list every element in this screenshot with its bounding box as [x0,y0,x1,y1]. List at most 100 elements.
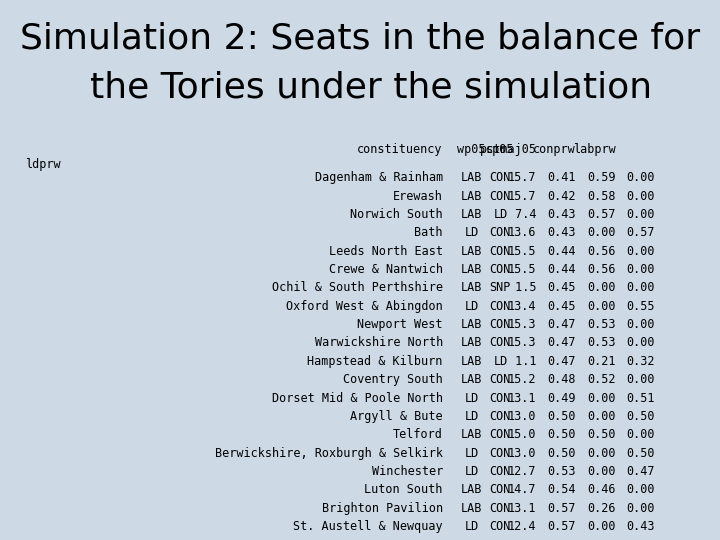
Text: 0.58: 0.58 [587,190,616,202]
Text: CON: CON [490,263,511,276]
Text: 0.50: 0.50 [626,447,655,460]
Text: 15.7: 15.7 [508,171,536,184]
Text: CON: CON [490,318,511,331]
Text: 0.00: 0.00 [587,226,616,239]
Text: 0.57: 0.57 [547,520,576,533]
Text: CON: CON [490,520,511,533]
Text: 13.1: 13.1 [508,392,536,404]
Text: CON: CON [490,190,511,202]
Text: LD: LD [493,355,508,368]
Text: ldprw: ldprw [25,158,60,171]
Text: 0.00: 0.00 [626,373,655,386]
Text: 0.00: 0.00 [587,410,616,423]
Text: LAB: LAB [461,171,482,184]
Text: 15.2: 15.2 [508,373,536,386]
Text: Oxford West & Abingdon: Oxford West & Abingdon [286,300,443,313]
Text: CON: CON [490,502,511,515]
Text: 0.00: 0.00 [626,483,655,496]
Text: 0.00: 0.00 [626,318,655,331]
Text: 7.4: 7.4 [508,208,536,221]
Text: wp05: wp05 [457,143,486,156]
Text: 0.51: 0.51 [626,392,655,404]
Text: 0.00: 0.00 [626,281,655,294]
Text: 0.53: 0.53 [587,318,616,331]
Text: LD: LD [464,300,479,313]
Text: CON: CON [490,336,511,349]
Text: LAB: LAB [461,336,482,349]
Text: 0.00: 0.00 [587,392,616,404]
Text: 0.32: 0.32 [626,355,655,368]
Text: 0.47: 0.47 [547,318,576,331]
Text: 0.46: 0.46 [587,483,616,496]
Text: Warwickshire North: Warwickshire North [315,336,443,349]
Text: Dagenham & Rainham: Dagenham & Rainham [315,171,443,184]
Text: Brighton Pavilion: Brighton Pavilion [322,502,443,515]
Text: 15.7: 15.7 [508,190,536,202]
Text: LD: LD [464,410,479,423]
Text: 1.5: 1.5 [508,281,536,294]
Text: sp05: sp05 [486,143,515,156]
Text: LAB: LAB [461,245,482,258]
Text: LAB: LAB [461,208,482,221]
Text: 15.0: 15.0 [508,428,536,441]
Text: Argyll & Bute: Argyll & Bute [350,410,443,423]
Text: 15.3: 15.3 [508,336,536,349]
Text: LD: LD [464,447,479,460]
Text: 13.6: 13.6 [508,226,536,239]
Text: Norwich South: Norwich South [350,208,443,221]
Text: 0.50: 0.50 [626,410,655,423]
Text: LD: LD [464,392,479,404]
Text: CON: CON [490,465,511,478]
Text: LAB: LAB [461,502,482,515]
Text: Hampstead & Kilburn: Hampstead & Kilburn [307,355,443,368]
Text: SNP: SNP [490,281,511,294]
Text: 0.00: 0.00 [587,465,616,478]
Text: 0.00: 0.00 [587,447,616,460]
Text: Luton South: Luton South [364,483,443,496]
Text: 13.1: 13.1 [508,502,536,515]
Text: 0.00: 0.00 [587,281,616,294]
Text: CON: CON [490,483,511,496]
Text: Simulation 2: Seats in the balance for: Simulation 2: Seats in the balance for [20,22,700,56]
Text: 13.4: 13.4 [508,300,536,313]
Text: 0.45: 0.45 [547,300,576,313]
Text: 0.57: 0.57 [626,226,655,239]
Text: Crewe & Nantwich: Crewe & Nantwich [329,263,443,276]
Text: LAB: LAB [461,318,482,331]
Text: LAB: LAB [461,263,482,276]
Text: Bath: Bath [414,226,443,239]
Text: Newport West: Newport West [357,318,443,331]
Text: 0.50: 0.50 [587,428,616,441]
Text: 0.56: 0.56 [587,245,616,258]
Text: 0.57: 0.57 [547,502,576,515]
Text: LAB: LAB [461,190,482,202]
Text: 0.47: 0.47 [547,355,576,368]
Text: 0.41: 0.41 [547,171,576,184]
Text: Winchester: Winchester [372,465,443,478]
Text: 0.00: 0.00 [626,263,655,276]
Text: 0.53: 0.53 [587,336,616,349]
Text: 0.47: 0.47 [547,336,576,349]
Text: 0.43: 0.43 [547,226,576,239]
Text: conprw: conprw [534,143,576,156]
Text: 0.00: 0.00 [587,520,616,533]
Text: LD: LD [464,520,479,533]
Text: 0.21: 0.21 [587,355,616,368]
Text: CON: CON [490,171,511,184]
Text: LAB: LAB [461,428,482,441]
Text: Ochil & South Perthshire: Ochil & South Perthshire [272,281,443,294]
Text: 0.43: 0.43 [547,208,576,221]
Text: 15.3: 15.3 [508,318,536,331]
Text: 0.53: 0.53 [547,465,576,478]
Text: the Tories under the simulation: the Tories under the simulation [68,70,652,104]
Text: 15.5: 15.5 [508,245,536,258]
Text: constituency: constituency [357,143,443,156]
Text: 0.00: 0.00 [626,502,655,515]
Text: 1.1: 1.1 [508,355,536,368]
Text: 0.45: 0.45 [547,281,576,294]
Text: CON: CON [490,410,511,423]
Text: 0.00: 0.00 [587,300,616,313]
Text: 0.26: 0.26 [587,502,616,515]
Text: Telford: Telford [393,428,443,441]
Text: 12.7: 12.7 [508,465,536,478]
